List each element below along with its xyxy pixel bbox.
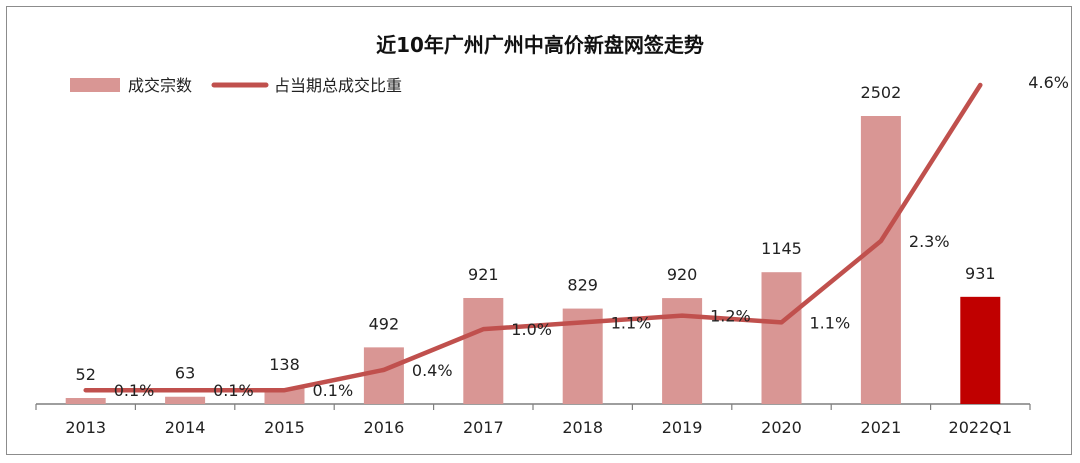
- legend: 成交宗数 占当期总成交比重: [70, 76, 402, 95]
- x-tick-label-2013: 2013: [65, 418, 106, 437]
- bar-label-2013: 52: [76, 365, 96, 384]
- x-tick-label-2019: 2019: [662, 418, 703, 437]
- x-tick-label-2014: 2014: [165, 418, 206, 437]
- bar-label-2020: 1145: [761, 239, 802, 258]
- line-label-2015: 0.1%: [313, 381, 354, 400]
- x-tick-label-2017: 2017: [463, 418, 504, 437]
- chart-title: 近10年广州广州中高价新盘网签走势: [376, 33, 704, 57]
- x-tick-label-2022Q1: 2022Q1: [949, 418, 1013, 437]
- line-label-2022Q1: 4.6%: [1028, 73, 1069, 92]
- bar-value-labels: 52 63 138 492 921 829 920 1145 2502 931: [76, 83, 996, 384]
- x-tick-label-2021: 2021: [861, 418, 902, 437]
- line-label-2019: 1.2%: [710, 307, 751, 326]
- x-axis-ticks: [35, 404, 1031, 410]
- line-label-2016: 0.4%: [412, 361, 453, 380]
- x-tick-label-2018: 2018: [562, 418, 603, 437]
- bar-2016: [363, 347, 404, 404]
- bar-label-2018: 829: [567, 276, 598, 295]
- line-label-2017: 1.0%: [511, 320, 552, 339]
- bar-label-2015: 138: [269, 355, 300, 374]
- bar-2022Q1: [960, 296, 1001, 404]
- line-value-labels: 0.1% 0.1% 0.1% 0.4% 1.0% 1.1% 1.2% 1.1% 2.3% 4.6%: [114, 73, 1069, 400]
- line-label-2013: 0.1%: [114, 381, 155, 400]
- x-tick-label-2020: 2020: [761, 418, 802, 437]
- legend-line-label: 占当期总成交比重: [274, 76, 402, 95]
- line-label-2018: 1.1%: [611, 313, 652, 332]
- bar-2020: [761, 272, 802, 404]
- line-label-2020: 1.1%: [810, 313, 851, 332]
- legend-bar-swatch: [70, 78, 120, 92]
- x-axis-tick-labels: 2013 2014 2015 2016 2017 2018 2019 2020 2021 2022…: [65, 418, 1012, 437]
- bar-label-2021: 2502: [861, 83, 902, 102]
- bar-2013: [65, 398, 106, 404]
- line-ratio: [83, 82, 983, 393]
- bar-2014: [165, 396, 206, 404]
- line-label-2014: 0.1%: [213, 381, 254, 400]
- legend-bar-label: 成交宗数: [128, 76, 192, 95]
- bar-label-2022Q1: 931: [965, 264, 996, 283]
- bar-2021: [860, 116, 901, 404]
- bar-label-2019: 920: [667, 265, 698, 284]
- line-series: [83, 82, 983, 393]
- bar-label-2017: 921: [468, 265, 499, 284]
- x-tick-label-2016: 2016: [364, 418, 405, 437]
- x-tick-label-2015: 2015: [264, 418, 305, 437]
- bar-label-2016: 492: [369, 314, 400, 333]
- line-label-2021: 2.3%: [909, 232, 950, 251]
- bar-label-2014: 63: [175, 364, 195, 383]
- bar-2017: [463, 297, 504, 404]
